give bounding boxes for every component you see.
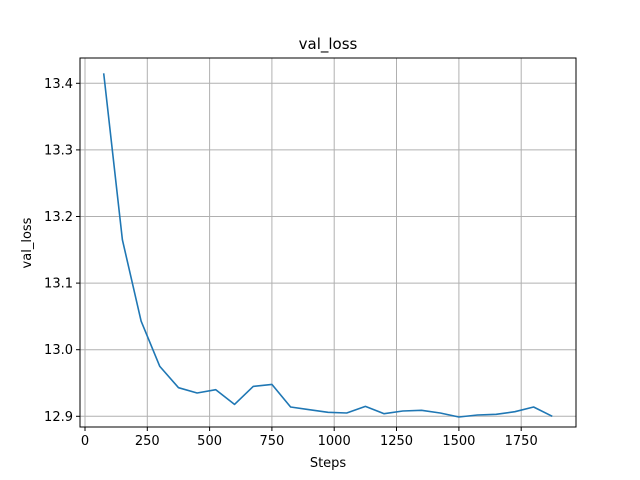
y-tick-label: 12.9 bbox=[44, 410, 73, 425]
x-tick-label: 1750 bbox=[505, 434, 538, 449]
x-tick-label: 500 bbox=[197, 434, 222, 449]
y-tick-label: 13.4 bbox=[44, 77, 73, 92]
chart-title: val_loss bbox=[299, 35, 358, 54]
y-axis-label: val_loss bbox=[20, 217, 35, 268]
x-tick-label: 1250 bbox=[380, 434, 413, 449]
series-line bbox=[102, 73, 553, 418]
y-tick-label: 13.0 bbox=[44, 343, 73, 358]
y-tick-label: 13.3 bbox=[44, 143, 73, 158]
x-axis-label: Steps bbox=[310, 456, 347, 471]
x-tick-label: 0 bbox=[81, 434, 89, 449]
grid bbox=[80, 58, 576, 427]
x-tick-label: 1000 bbox=[318, 434, 351, 449]
y-tick-label: 13.1 bbox=[44, 277, 73, 292]
x-tick-label: 250 bbox=[135, 434, 160, 449]
y-axis: 12.9 13.0 13.1 13.2 13.3 13.4 bbox=[44, 77, 80, 425]
y-tick-label: 13.2 bbox=[44, 210, 73, 225]
x-tick-label: 1500 bbox=[442, 434, 475, 449]
plot-frame bbox=[79, 57, 577, 428]
series-layer bbox=[102, 73, 553, 418]
x-axis: 0 250 500 750 1000 1250 1500 1750 bbox=[81, 427, 538, 449]
x-tick-label: 750 bbox=[259, 434, 284, 449]
